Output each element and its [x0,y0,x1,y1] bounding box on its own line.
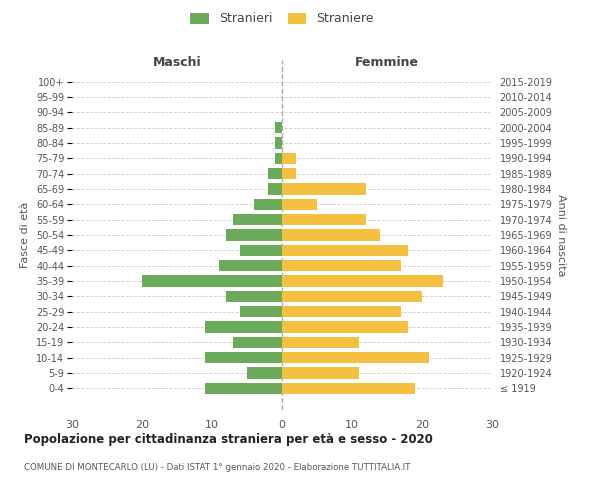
Bar [282,382,415,394]
Bar [282,198,317,210]
Bar [205,382,282,394]
Bar [240,244,282,256]
Bar [282,214,366,226]
Bar [282,336,359,348]
Bar [205,352,282,364]
Bar [226,229,282,241]
Text: COMUNE DI MONTECARLO (LU) - Dati ISTAT 1° gennaio 2020 - Elaborazione TUTTITALIA: COMUNE DI MONTECARLO (LU) - Dati ISTAT 1… [24,462,410,471]
Bar [282,368,359,379]
Text: Femmine: Femmine [355,56,419,68]
Bar [275,122,282,134]
Bar [240,306,282,318]
Bar [233,336,282,348]
Bar [268,168,282,179]
Bar [275,152,282,164]
Legend: Stranieri, Straniere: Stranieri, Straniere [187,8,377,29]
Bar [282,322,408,333]
Bar [205,322,282,333]
Bar [282,260,401,272]
Y-axis label: Fasce di età: Fasce di età [20,202,31,268]
Bar [282,290,422,302]
Bar [233,214,282,226]
Bar [226,290,282,302]
Y-axis label: Anni di nascita: Anni di nascita [556,194,566,276]
Text: Popolazione per cittadinanza straniera per età e sesso - 2020: Popolazione per cittadinanza straniera p… [24,432,433,446]
Text: Maschi: Maschi [152,56,202,68]
Bar [282,229,380,241]
Bar [282,306,401,318]
Bar [282,183,366,194]
Bar [282,352,429,364]
Bar [282,276,443,287]
Bar [142,276,282,287]
Bar [282,244,408,256]
Bar [219,260,282,272]
Bar [254,198,282,210]
Bar [282,168,296,179]
Bar [275,137,282,148]
Bar [282,152,296,164]
Bar [268,183,282,194]
Bar [247,368,282,379]
